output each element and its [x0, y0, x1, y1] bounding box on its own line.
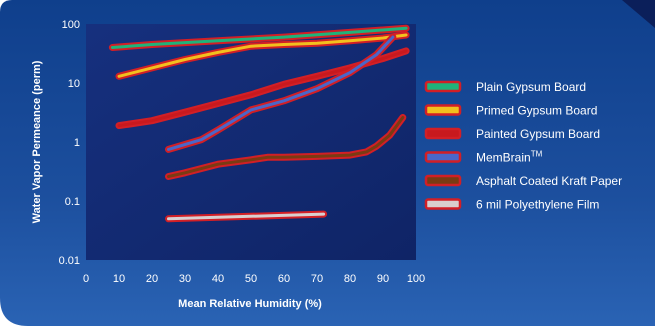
x-tick-label: 10 [113, 273, 125, 285]
axes: 0 10 20 30 40 50 60 70 80 90 100 0.01 0.1 1 10 100 [59, 19, 426, 285]
x-tick-label: 0 [83, 273, 89, 285]
legend-label: Painted Gypsum Board [476, 127, 600, 141]
legend-item: Asphalt Coated Kraft Paper [424, 174, 622, 188]
series-stroke [117, 33, 408, 78]
legend-item: Painted Gypsum Board [424, 127, 600, 141]
x-tick-label: 80 [344, 273, 356, 285]
y-tick-label: 1 [74, 137, 80, 149]
y-tick-label: 10 [68, 78, 80, 90]
legend-item: Plain Gypsum Board [424, 80, 586, 94]
legend-item: 6 mil Polyethylene Film [424, 198, 599, 212]
legend-swatch [424, 80, 462, 93]
series-line [165, 33, 397, 153]
legend-swatch [424, 104, 462, 116]
legend-label: 6 mil Polyethylene Film [476, 198, 599, 212]
series-line [108, 24, 410, 51]
x-axis-title: Mean Relative Humidity (%) [178, 298, 322, 310]
x-tick-label: 30 [179, 273, 191, 285]
x-tick-label: 60 [278, 273, 290, 285]
series-stroke [110, 26, 408, 49]
series-stroke [167, 35, 395, 151]
legend-label: Asphalt Coated Kraft Paper [476, 174, 622, 188]
legend-swatch [424, 174, 462, 187]
x-tick-label: 70 [311, 273, 323, 285]
legend-item: Primed Gypsum Board [424, 104, 597, 118]
x-tick-label: 100 [407, 273, 425, 285]
legend-label: Primed Gypsum Board [476, 104, 597, 118]
x-tick-label: 90 [377, 273, 389, 285]
series-stroke [167, 212, 326, 221]
legend-item: MemBrainTM [424, 150, 543, 165]
y-tick-label: 100 [62, 19, 80, 31]
legend-swatch [424, 198, 462, 210]
corner-fold [622, 0, 655, 28]
series-line [165, 210, 328, 223]
x-tick-label: 50 [245, 273, 257, 285]
x-tick-label: 20 [146, 273, 158, 285]
y-tick-label: 0.1 [65, 196, 80, 208]
series-line [165, 114, 407, 180]
y-axis-title: Water Vapor Permeance (perm) [31, 60, 43, 223]
series-layer [108, 24, 410, 223]
legend-label: MemBrainTM [476, 150, 543, 165]
legend-label: Plain Gypsum Board [476, 80, 586, 94]
x-tick-label: 40 [212, 273, 224, 285]
y-tick-label: 0.01 [59, 255, 80, 267]
series-stroke [167, 116, 405, 178]
series-line [115, 31, 410, 80]
legend: Plain Gypsum Board Primed Gypsum Board Pai… [424, 80, 622, 212]
legend-swatch [424, 151, 462, 163]
legend-swatch [424, 127, 462, 140]
